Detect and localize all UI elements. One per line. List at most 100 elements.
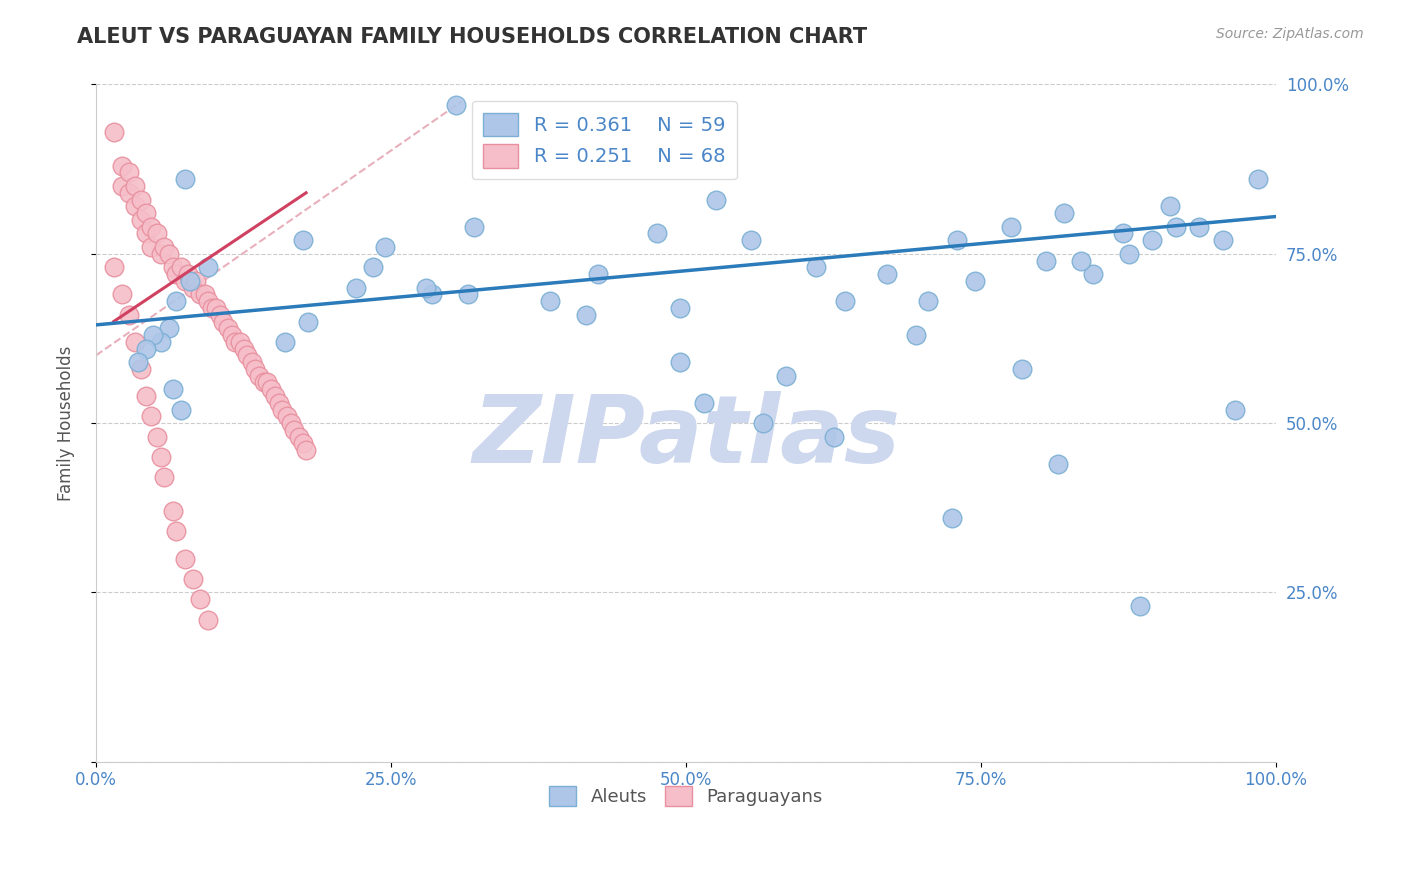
Point xyxy=(1111,227,1133,241)
Point xyxy=(188,592,211,607)
Point xyxy=(165,294,187,309)
Point xyxy=(1247,172,1270,186)
Point xyxy=(181,572,204,586)
Point xyxy=(463,219,485,234)
Point xyxy=(103,125,125,139)
Point xyxy=(124,179,146,194)
Point xyxy=(217,321,239,335)
Point xyxy=(823,430,845,444)
Point xyxy=(344,280,367,294)
Point xyxy=(170,402,193,417)
Point xyxy=(153,240,176,254)
Point xyxy=(162,260,184,275)
Point xyxy=(197,260,219,275)
Point xyxy=(1140,233,1163,247)
Point xyxy=(205,301,228,315)
Point xyxy=(267,396,290,410)
Point xyxy=(212,314,235,328)
Point xyxy=(111,179,134,194)
Point xyxy=(173,172,195,186)
Point xyxy=(236,348,259,362)
Point xyxy=(188,287,211,301)
Point xyxy=(157,246,180,260)
Point xyxy=(111,159,134,173)
Point xyxy=(1000,219,1022,234)
Point xyxy=(135,206,157,220)
Point xyxy=(1083,267,1105,281)
Y-axis label: Family Households: Family Households xyxy=(58,345,75,500)
Point xyxy=(146,227,169,241)
Point xyxy=(118,186,141,200)
Point xyxy=(165,267,187,281)
Point xyxy=(157,321,180,335)
Point xyxy=(141,409,163,424)
Point xyxy=(280,416,302,430)
Point xyxy=(153,470,176,484)
Point xyxy=(363,260,385,275)
Point xyxy=(208,308,231,322)
Point xyxy=(946,233,969,247)
Point xyxy=(669,301,692,315)
Point xyxy=(457,287,479,301)
Point xyxy=(124,334,146,349)
Point xyxy=(129,213,152,227)
Point xyxy=(260,382,283,396)
Point xyxy=(669,355,692,369)
Point xyxy=(575,308,598,322)
Point xyxy=(197,613,219,627)
Text: Source: ZipAtlas.com: Source: ZipAtlas.com xyxy=(1216,27,1364,41)
Point xyxy=(1188,219,1211,234)
Point xyxy=(124,199,146,213)
Point xyxy=(173,551,195,566)
Point xyxy=(173,274,195,288)
Point xyxy=(129,193,152,207)
Point xyxy=(1070,253,1092,268)
Point xyxy=(149,334,172,349)
Point xyxy=(538,294,561,309)
Point xyxy=(905,328,928,343)
Point xyxy=(149,246,172,260)
Point xyxy=(1223,402,1246,417)
Point xyxy=(135,389,157,403)
Point xyxy=(271,402,294,417)
Point xyxy=(1159,199,1181,213)
Point xyxy=(229,334,252,349)
Point xyxy=(1011,362,1033,376)
Point xyxy=(586,267,609,281)
Point xyxy=(224,334,246,349)
Text: ALEUT VS PARAGUAYAN FAMILY HOUSEHOLDS CORRELATION CHART: ALEUT VS PARAGUAYAN FAMILY HOUSEHOLDS CO… xyxy=(77,27,868,46)
Point xyxy=(135,342,157,356)
Point xyxy=(1035,253,1057,268)
Point xyxy=(917,294,939,309)
Point xyxy=(645,227,668,241)
Point xyxy=(149,450,172,464)
Point xyxy=(291,233,314,247)
Point xyxy=(965,274,987,288)
Point xyxy=(876,267,898,281)
Point xyxy=(118,308,141,322)
Point xyxy=(129,362,152,376)
Point xyxy=(118,165,141,179)
Point xyxy=(141,240,163,254)
Point xyxy=(1212,233,1234,247)
Point xyxy=(197,294,219,309)
Point xyxy=(181,280,204,294)
Point xyxy=(1164,219,1187,234)
Point xyxy=(444,97,467,112)
Point xyxy=(186,274,208,288)
Point xyxy=(752,416,775,430)
Point xyxy=(135,227,157,241)
Point xyxy=(264,389,287,403)
Point xyxy=(252,376,274,390)
Point xyxy=(297,314,319,328)
Point xyxy=(693,396,716,410)
Point xyxy=(111,287,134,301)
Point xyxy=(834,294,856,309)
Legend: Aleuts, Paraguayans: Aleuts, Paraguayans xyxy=(541,779,830,814)
Point xyxy=(177,267,200,281)
Point xyxy=(165,524,187,539)
Point xyxy=(415,280,437,294)
Point xyxy=(941,511,963,525)
Point xyxy=(283,423,305,437)
Point xyxy=(1046,457,1069,471)
